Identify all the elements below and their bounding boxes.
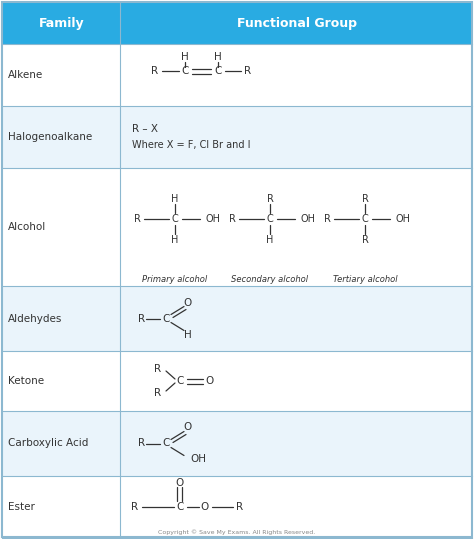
Text: Functional Group: Functional Group	[237, 17, 357, 30]
Text: H: H	[214, 52, 222, 62]
Text: H: H	[181, 52, 189, 62]
Circle shape	[315, 254, 425, 364]
Circle shape	[360, 329, 430, 399]
Text: C: C	[176, 376, 184, 386]
Text: R: R	[228, 214, 236, 224]
Text: R: R	[362, 194, 368, 204]
Bar	[2, 286, 120, 351]
Text: H: H	[184, 329, 192, 340]
Text: Alcohol: Alcohol	[8, 222, 46, 232]
Text: Carboxylic Acid: Carboxylic Acid	[8, 439, 88, 448]
Text: Where X = F, Cl Br and I: Where X = F, Cl Br and I	[132, 140, 250, 150]
Text: Ketone: Ketone	[8, 376, 44, 386]
Text: C: C	[162, 314, 170, 323]
Text: C: C	[172, 214, 178, 224]
Text: C: C	[362, 214, 368, 224]
Text: OH: OH	[301, 214, 316, 224]
Text: Primary alcohol: Primary alcohol	[142, 274, 208, 284]
Text: R – X: R – X	[132, 124, 158, 134]
Bar	[2, 168, 120, 286]
Text: O: O	[201, 502, 209, 512]
Text: C: C	[162, 439, 170, 448]
Text: H: H	[171, 194, 179, 204]
Text: Copyright © Save My Exams. All Rights Reserved.: Copyright © Save My Exams. All Rights Re…	[158, 529, 316, 535]
Text: O: O	[184, 298, 192, 308]
Text: R: R	[245, 66, 252, 76]
Text: R: R	[138, 439, 145, 448]
Text: C: C	[176, 502, 184, 512]
Text: R: R	[324, 214, 330, 224]
Bar	[120, 106, 472, 168]
Bar	[2, 2, 472, 44]
Bar	[120, 168, 472, 286]
Text: Aldehydes: Aldehydes	[8, 314, 63, 323]
Text: R: R	[134, 214, 140, 224]
Text: C: C	[214, 66, 222, 76]
Text: R: R	[155, 364, 162, 374]
Text: R: R	[138, 314, 145, 323]
Text: R: R	[266, 194, 273, 204]
Text: OH: OH	[395, 214, 410, 224]
Text: R: R	[131, 502, 138, 512]
Text: R: R	[362, 235, 368, 245]
Text: Halogenoalkane: Halogenoalkane	[8, 132, 92, 142]
Text: H: H	[266, 235, 273, 245]
Text: Secondary alcohol: Secondary alcohol	[231, 274, 309, 284]
Bar	[120, 411, 472, 476]
Bar	[120, 476, 472, 538]
Text: OH: OH	[190, 454, 206, 465]
Text: Tertiary alcohol: Tertiary alcohol	[333, 274, 397, 284]
Text: O: O	[206, 376, 214, 386]
Bar	[2, 476, 120, 538]
Bar	[120, 44, 472, 106]
Bar	[120, 538, 472, 539]
Text: C: C	[266, 214, 273, 224]
Bar	[120, 351, 472, 411]
Bar	[2, 411, 120, 476]
Text: C: C	[182, 66, 189, 76]
Text: O: O	[184, 423, 192, 432]
Bar	[2, 351, 120, 411]
Text: Alkene: Alkene	[8, 70, 43, 80]
Bar	[2, 44, 120, 106]
Text: R: R	[155, 388, 162, 398]
Bar	[120, 286, 472, 351]
Text: R: R	[237, 502, 244, 512]
Text: H: H	[171, 235, 179, 245]
Text: OH: OH	[206, 214, 220, 224]
Bar	[2, 538, 120, 539]
Text: R: R	[151, 66, 159, 76]
Text: Family: Family	[39, 17, 85, 30]
Text: O: O	[176, 478, 184, 488]
Text: Ester: Ester	[8, 502, 35, 512]
Bar	[2, 106, 120, 168]
